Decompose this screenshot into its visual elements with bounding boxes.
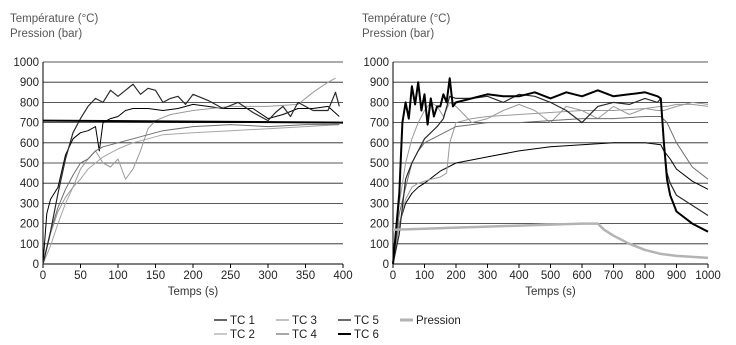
y-tick-label: 200	[20, 219, 39, 231]
y-tick-label: 100	[20, 239, 39, 251]
series-line-tc-4	[42, 124, 340, 265]
y-tick-label: 200	[370, 219, 389, 231]
y-tick-label: 1000	[363, 57, 389, 69]
legend-label: TC 2	[230, 329, 255, 341]
series-line-tc-5	[42, 83, 340, 265]
legend-label: Pression	[416, 315, 461, 327]
legend-label: TC 5	[354, 315, 379, 327]
x-tick-label: 400	[333, 270, 352, 282]
x-tick-label: 350	[296, 270, 315, 282]
y-tick-label: 300	[20, 198, 39, 210]
series-line-tc-6	[392, 77, 709, 265]
left-chart: Température (°C) Pression (bar) 0 100 200 300…	[10, 13, 353, 298]
x-tick-label: 200	[446, 270, 465, 282]
y-axis-label: Température (°C)	[362, 13, 450, 25]
right-chart: Température (°C) Pression (bar) 0 100 200 300…	[362, 13, 721, 298]
x-tick-label: 50	[74, 270, 87, 282]
series-line-tc-1	[42, 103, 340, 265]
y-tick-label: 300	[370, 198, 389, 210]
legend-label: TC 1	[230, 315, 255, 327]
y-axis-label: Pression (bar)	[10, 28, 82, 40]
x-tick-label: 250	[221, 270, 240, 282]
series-line-tc-2	[392, 103, 709, 265]
y-tick-label: 1000	[13, 57, 39, 69]
series-line-tc-1	[392, 142, 709, 265]
x-tick-label: 150	[146, 270, 165, 282]
x-tick-label: 100	[108, 270, 127, 282]
x-tick-label: 200	[183, 270, 202, 282]
series-line-tc-3	[392, 101, 709, 265]
x-tick-label: 800	[635, 270, 654, 282]
y-tick-label: 100	[370, 239, 389, 251]
series-line-tc-2	[42, 124, 340, 265]
y-tick-label: 600	[370, 138, 389, 150]
x-tick-label: 400	[509, 270, 528, 282]
series-line-tc-5	[392, 93, 709, 265]
legend-label: TC 4	[292, 329, 318, 341]
x-tick-label: 0	[40, 270, 46, 282]
y-tick-label: 700	[20, 118, 39, 130]
legend: TC 1 TC 3 TC 5 Pression TC 2 TC 4 TC 6	[214, 315, 461, 341]
x-tick-label: 300	[258, 270, 277, 282]
y-axis-label: Pression (bar)	[362, 28, 434, 40]
y-tick-label: 0	[33, 259, 39, 271]
y-tick-label: 500	[20, 158, 39, 170]
series-line-tc-6	[42, 119, 344, 124]
x-axis-label: Temps (s)	[168, 286, 219, 298]
y-tick-label: 0	[383, 259, 389, 271]
y-tick-label: 900	[20, 77, 39, 89]
series-line-pression	[392, 222, 709, 260]
x-tick-label: 500	[541, 270, 560, 282]
x-tick-label: 700	[604, 270, 623, 282]
legend-label: TC 6	[354, 329, 379, 341]
x-axis-label: Temps (s)	[525, 286, 576, 298]
y-tick-label: 800	[20, 97, 39, 109]
x-tick-label: 1000	[695, 270, 721, 282]
x-tick-label: 0	[390, 270, 396, 282]
x-tick-label: 900	[667, 270, 686, 282]
y-tick-label: 400	[20, 178, 39, 190]
series-line-tc-3	[42, 77, 336, 265]
x-tick-label: 100	[415, 270, 434, 282]
x-tick-label: 300	[478, 270, 497, 282]
y-tick-label: 500	[370, 158, 389, 170]
y-tick-label: 700	[370, 118, 389, 130]
y-tick-label: 400	[370, 178, 389, 190]
y-tick-label: 800	[370, 97, 389, 109]
y-axis-label: Température (°C)	[10, 13, 98, 25]
y-tick-label: 600	[20, 138, 39, 150]
x-tick-label: 600	[572, 270, 591, 282]
legend-label: TC 3	[292, 315, 317, 327]
series-line-tc-4	[392, 116, 709, 265]
y-tick-label: 900	[370, 77, 389, 89]
